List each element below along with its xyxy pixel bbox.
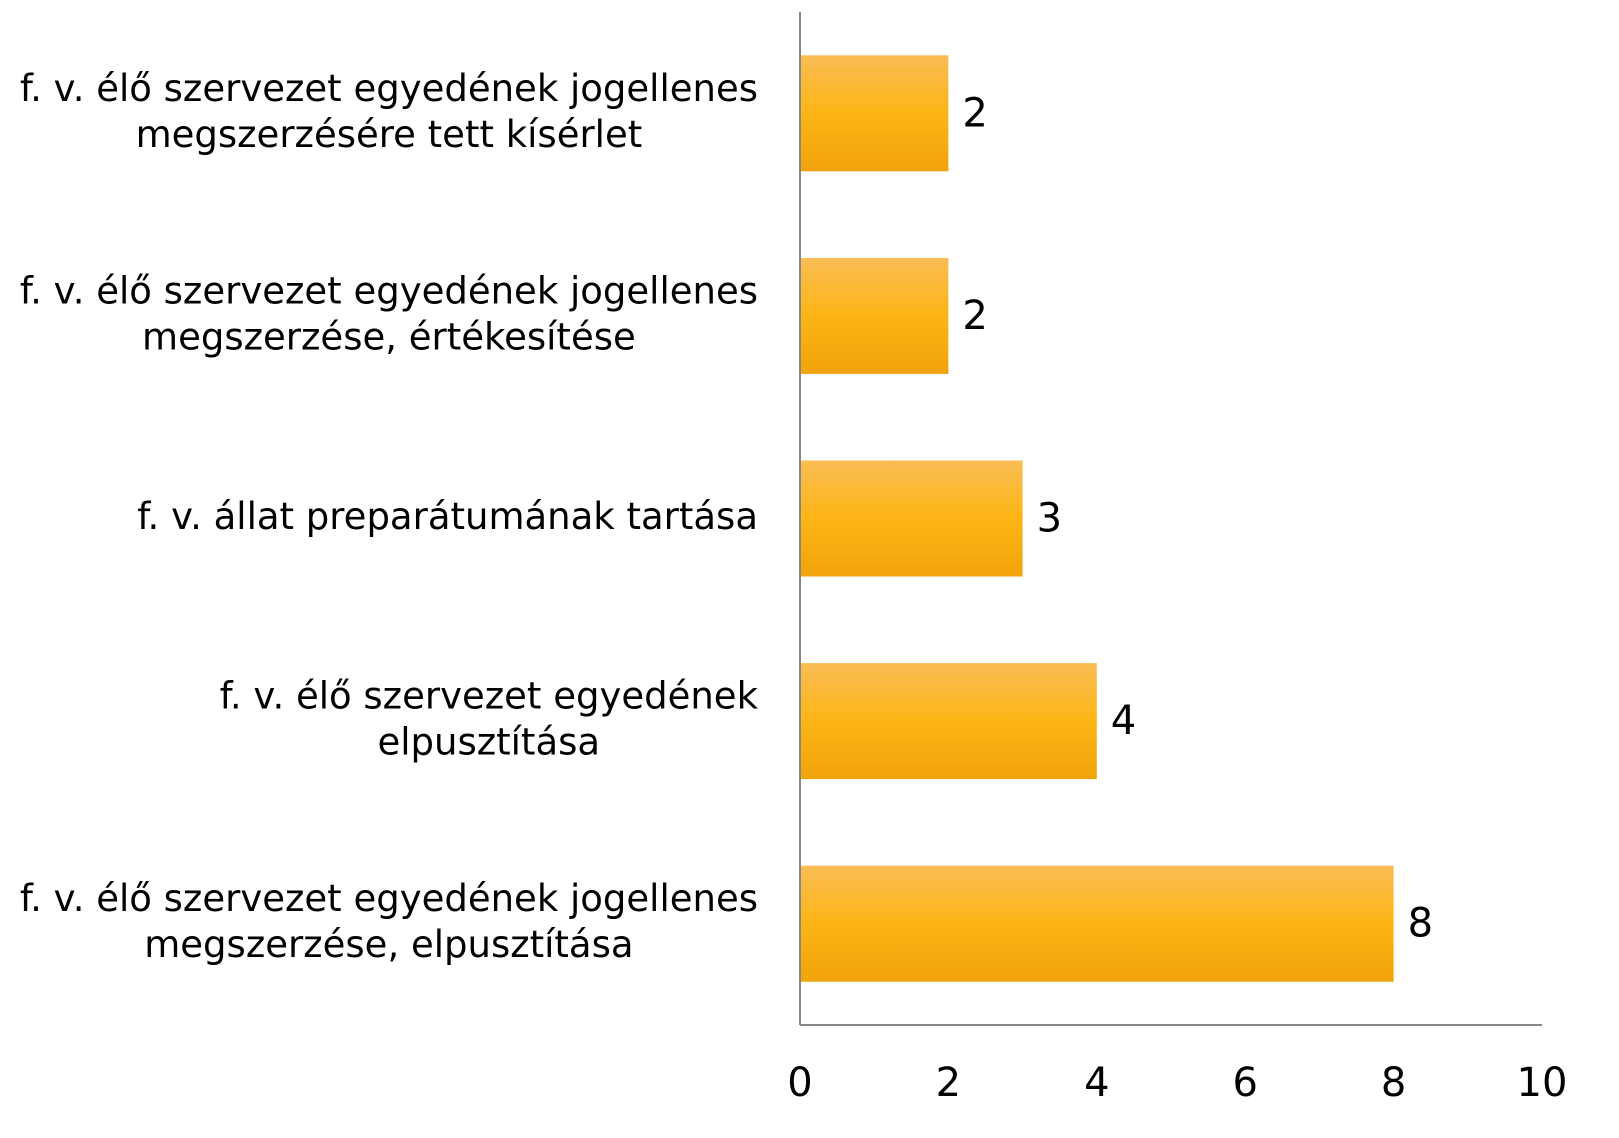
value-label: 3: [1037, 496, 1062, 542]
value-label: 2: [962, 90, 987, 136]
category-label: f. v. élő szervezet egyedének jogellenes: [20, 877, 758, 920]
category-label: f. v. élő szervezet egyedének: [220, 675, 759, 718]
x-tick-label: 2: [936, 1060, 961, 1106]
bar: [800, 55, 949, 172]
category-label: megszerzésére tett kísérlet: [136, 113, 643, 156]
x-tick-label: 0: [787, 1060, 812, 1106]
x-tick-label: 8: [1381, 1060, 1406, 1106]
bar: [800, 663, 1097, 780]
bar: [800, 865, 1394, 982]
category-label: megszerzése, értékesítése: [142, 315, 636, 358]
x-tick-label: 10: [1517, 1060, 1568, 1106]
value-label: 2: [962, 293, 987, 339]
category-label: elpusztítása: [377, 721, 600, 764]
value-label: 4: [1111, 698, 1136, 744]
x-tick-label: 4: [1084, 1060, 1109, 1106]
value-label: 8: [1408, 901, 1433, 947]
bar: [800, 460, 1023, 577]
bar: [800, 257, 949, 374]
x-tick-label: 6: [1232, 1060, 1257, 1106]
category-label: f. v. állat preparátumának tartása: [137, 495, 758, 538]
category-label: f. v. élő szervezet egyedének jogellenes: [20, 269, 758, 312]
category-label: megszerzése, elpusztítása: [144, 923, 633, 966]
category-label: f. v. élő szervezet egyedének jogellenes: [20, 67, 758, 110]
